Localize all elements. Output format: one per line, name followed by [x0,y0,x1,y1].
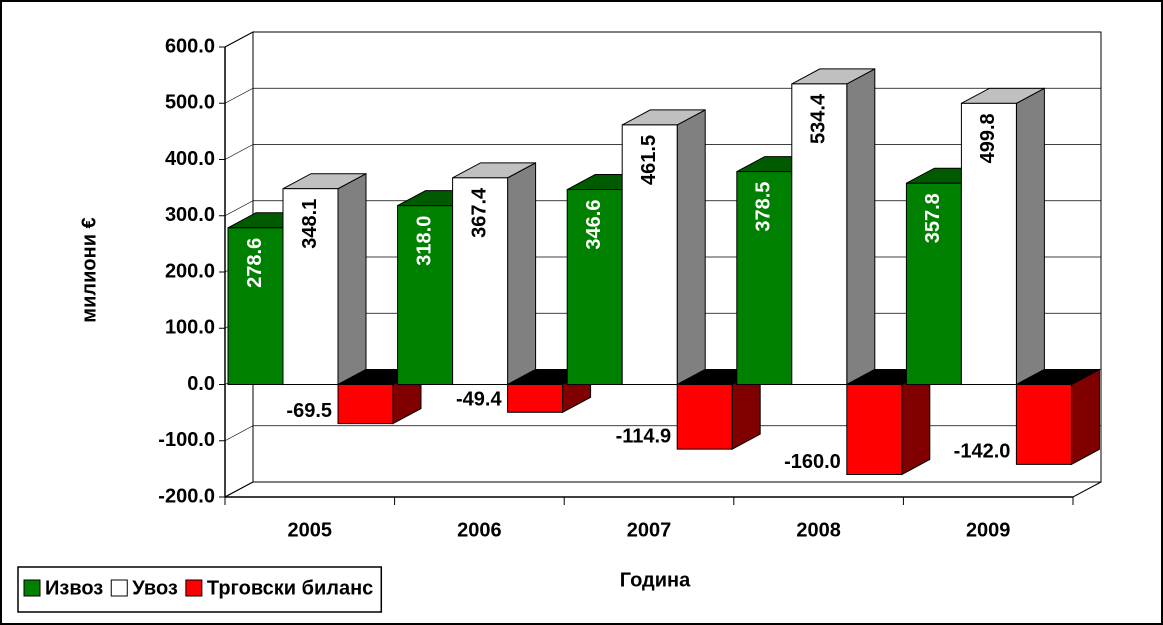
bar-side [846,68,876,386]
value-label: 367.4 [468,187,490,238]
y-tick-label: 600.0 [165,35,215,57]
bar-front [736,171,793,385]
legend-swatch [23,579,41,597]
bar [282,172,367,386]
value-label: 499.8 [977,113,999,163]
bar [621,109,706,386]
bar-front [676,384,733,450]
bar-front [621,124,678,385]
y-tick-label: 100.0 [165,317,215,339]
grid-line-side [224,144,254,160]
grid-line-side [224,31,254,48]
value-label: -142.0 [954,441,1011,463]
value-label: 348.1 [299,199,321,249]
bar-front [905,182,962,385]
y-tick-label: -100.0 [158,429,215,451]
bar-front [227,227,284,385]
floor [224,481,1102,498]
bar-side [337,172,367,386]
bar [846,368,931,476]
bar-front [282,188,339,385]
y-tick-label: -200.0 [158,485,215,507]
x-tick-label: 2008 [796,519,841,541]
bar-front [452,177,509,385]
value-label: -49.4 [456,389,502,411]
bar-front [791,83,848,386]
legend-label: Трговски биланс [207,577,373,599]
bar [1015,368,1100,466]
x-tick-label: 2009 [966,519,1011,541]
bar-side [901,368,931,476]
legend-label: Увоз [132,577,178,599]
value-label: 357.8 [922,193,944,243]
value-label: 318.0 [413,216,435,266]
grid-line-side [224,87,254,104]
x-tick-label: 2007 [627,519,672,541]
bar-front [960,102,1017,386]
value-label: -69.5 [286,400,332,422]
bar-front [846,384,903,475]
value-label: 346.6 [583,200,605,250]
x-tick-label: 2006 [457,519,502,541]
bar-side [1015,87,1045,386]
bar-side [676,109,706,386]
grid-line-side [224,425,254,442]
y-tick-label: 200.0 [165,260,215,282]
x-tick-label: 2005 [288,519,333,541]
bar [960,87,1045,386]
y-tick-label: 400.0 [165,148,215,170]
bar [452,162,537,386]
grid-line-side [224,481,254,498]
y-tick-label: 300.0 [165,204,215,226]
bar-front [397,205,454,385]
value-label: -160.0 [784,451,841,473]
y-tick-label: 0.0 [187,373,215,395]
bar-front [507,384,564,413]
bar-front [566,189,623,385]
legend: Извоз Увоз Трговски биланс [17,566,383,613]
bar-side [507,162,537,386]
bar-front [1015,384,1072,465]
legend-swatch [185,579,203,597]
legend-swatch [110,579,128,597]
bar [676,368,761,450]
y-tick-label: 500.0 [165,92,215,114]
value-label: -114.9 [616,425,672,447]
value-label: 278.6 [244,238,266,288]
value-label: 534.4 [808,93,830,144]
value-label: 378.5 [753,182,775,232]
x-axis-title: Година [620,569,691,591]
legend-label: Извоз [45,577,103,599]
bar-side [1070,368,1100,466]
bar [791,68,876,386]
bar-front [337,384,394,425]
value-label: 461.5 [638,135,660,185]
grid-line-side [224,200,254,217]
y-axis-title: милиони € [78,217,100,322]
